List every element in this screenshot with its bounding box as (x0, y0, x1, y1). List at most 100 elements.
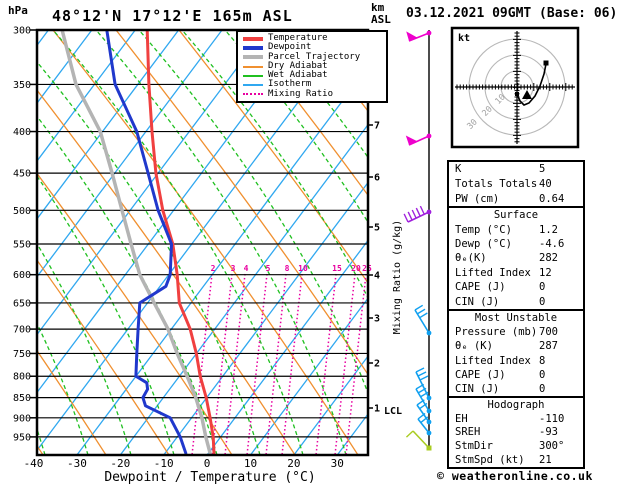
hodograph-end-marker (543, 60, 549, 66)
mixing-ratio-value: 20 (351, 264, 361, 273)
row-value: 5 (539, 163, 546, 176)
row-value: 12 (539, 266, 552, 279)
dewpoint-curve (105, 30, 188, 455)
row-value: 287 (539, 340, 558, 353)
row-label: Pressure (mb) (455, 326, 538, 339)
row-value: 282 (539, 252, 558, 265)
row-label: K (455, 163, 462, 176)
table-header: Most Unstable (474, 312, 558, 325)
row-label: CIN (J) (455, 295, 500, 308)
row-label: CAPE (J) (455, 368, 506, 381)
temp-tick-label: 10 (244, 457, 257, 470)
legend-label: Mixing Ratio (268, 88, 334, 99)
row-label: CAPE (J) (455, 281, 506, 294)
pressure-tick-label: 800 (13, 372, 31, 383)
table-row: Pressure (mb) 700 (449, 325, 583, 339)
row-value: 0 (539, 368, 546, 381)
legend-item: Wet Adiabat (243, 70, 386, 80)
table-header: Surface (493, 209, 539, 222)
temperature-curve (145, 30, 216, 455)
mixing-ratio-value: 10 (298, 264, 308, 273)
pressure-tick-label: 950 (13, 432, 31, 443)
mixing-ratio-value: 5 (266, 264, 271, 273)
wind-barb (414, 304, 432, 336)
table-row: θₑ(K) 282 (449, 251, 583, 265)
km-tick-label: 5 (374, 223, 380, 234)
row-label: θₑ(K) (455, 252, 487, 265)
km-tick-label: 6 (374, 173, 380, 184)
legend-swatch-thin (243, 74, 263, 77)
pressure-tick-label: 850 (13, 393, 31, 404)
wind-barb (405, 133, 432, 146)
hodograph-ring-label: 30 (465, 117, 479, 131)
row-label: EH (455, 412, 468, 425)
km-label: km (371, 1, 385, 14)
legend-swatch-thick (243, 55, 263, 60)
row-value: 1.2 (539, 223, 558, 236)
storm-motion-marker (522, 90, 532, 99)
wind-barb-column (403, 30, 432, 451)
pressure-unit-label: hPa (8, 4, 28, 17)
wind-barb (403, 205, 432, 223)
pressure-tick-label: 450 (13, 169, 31, 180)
row-value: 300° (539, 440, 565, 453)
legend-swatch-thin (243, 65, 263, 68)
km-tick-label: 2 (374, 359, 380, 370)
table-row: Lifted Index 12 (449, 266, 583, 280)
height-axis-unit: km ASL (371, 2, 391, 26)
row-label: Dewp (°C) (455, 238, 512, 251)
hodograph-start-marker (515, 92, 519, 96)
table-row: EH -110 (449, 412, 583, 426)
legend-item: Parcel Trajectory (243, 52, 386, 62)
row-value: 0 (539, 281, 546, 294)
legend-item: Dewpoint (243, 42, 386, 52)
table-row: Dewp (°C) -4.6 (449, 237, 583, 251)
temp-tick-label: 30 (331, 457, 344, 470)
legend-swatch-thick (243, 45, 263, 50)
row-value: 8 (539, 354, 546, 367)
row-label: PW (cm) (455, 192, 500, 205)
table-row: PW (cm) 0.64 (449, 191, 583, 206)
hodograph-unit-label: kt (458, 33, 470, 44)
legend-item: Temperature (243, 33, 386, 43)
x-axis-title: Dewpoint / Temperature (°C) (104, 470, 316, 485)
lcl-label: LCL (384, 406, 402, 417)
mixing-ratio-value: 8 (285, 264, 290, 273)
row-label: Lifted Index (455, 354, 531, 367)
hodograph-ring-label: 20 (480, 104, 494, 118)
temp-tick-label: 0 (204, 457, 211, 470)
row-label: StmSpd (kt) (455, 454, 525, 467)
table-row: CIN (J) 0 (449, 295, 583, 309)
row-label: StmDir (455, 440, 493, 453)
legend-label: Dry Adiabat (268, 60, 328, 71)
row-value: -4.6 (539, 238, 565, 251)
mixing-ratio-value: 2 (211, 264, 216, 273)
table-row: Totals Totals 40 (449, 177, 583, 192)
pressure-tick-label: 350 (13, 80, 31, 91)
legend-item: Isotherm (243, 80, 386, 89)
temp-tick-label: -20 (110, 457, 130, 470)
axis-labels: 3003504004505005506006507007508008509009… (13, 26, 403, 471)
row-value: 0.64 (539, 192, 565, 205)
row-value: 700 (539, 326, 558, 339)
indices-table: K 5 Totals Totals 40 PW (cm) 0.64 (447, 160, 585, 208)
pressure-tick-label: 600 (13, 270, 31, 281)
asl-label: ASL (371, 13, 391, 26)
pressure-tick-label: 550 (13, 239, 31, 250)
row-label: CIN (J) (455, 382, 500, 395)
table-header: Hodograph (487, 398, 545, 411)
mixing-ratio-value: 4 (244, 264, 249, 273)
row-value: 0 (539, 382, 546, 395)
indices-table: Hodograph EH -110 SREH -93 StmDir 300° StmSpd (… (447, 396, 585, 469)
km-tick-label: 7 (374, 121, 380, 132)
legend-box: Temperature Dewpoint Parcel Trajectory Dry … (236, 30, 388, 104)
km-tick-label: 1 (374, 404, 380, 415)
table-row: StmSpd (kt) 21 (449, 453, 583, 467)
row-value: -93 (539, 426, 558, 439)
parcel-trajectory-curve (60, 30, 212, 455)
wind-barb (405, 430, 432, 451)
legend-label: Temperature (268, 33, 328, 43)
temp-tick-label: 20 (287, 457, 300, 470)
